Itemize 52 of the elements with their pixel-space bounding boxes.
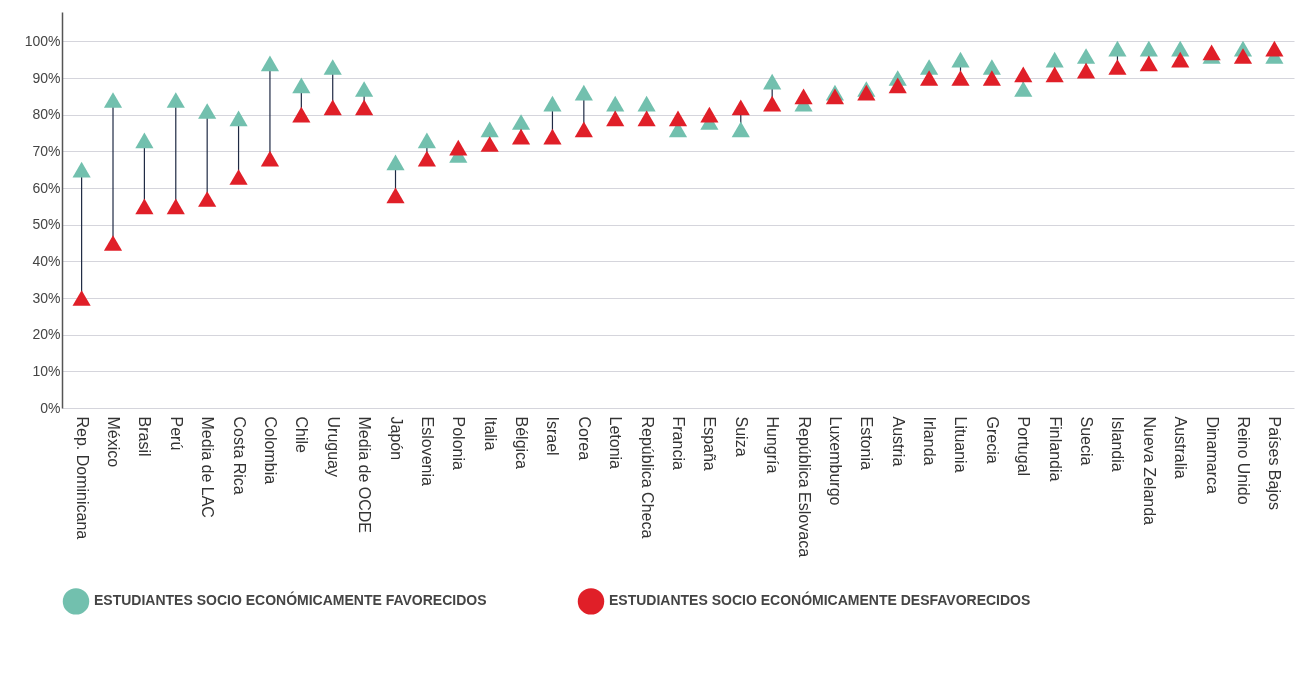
x-tick-label: Bélgica [513, 416, 531, 470]
y-tick-label: 80% [32, 106, 61, 123]
x-tick-label: Irlanda [921, 416, 939, 466]
x-tick-label: Media de LAC [199, 416, 217, 518]
x-tick-label: Rep. Dominicana [73, 416, 91, 540]
x-tick-label: Australia [1172, 416, 1190, 479]
x-tick-label: Letonia [607, 416, 625, 470]
y-tick-label: 70% [32, 142, 61, 159]
y-tick-label: 90% [32, 69, 61, 86]
legend-label: ESTUDIANTES SOCIO ECONÓMICAMENTE DESFAVORECIDOS [609, 591, 1031, 609]
x-tick-label: Chile [293, 416, 311, 454]
x-tick-label: Finlandia [1046, 416, 1064, 482]
x-tick-label: Media de OCDE [356, 416, 374, 533]
y-tick-label: 0% [40, 399, 61, 416]
x-tick-label: Corea [575, 416, 593, 461]
x-tick-label: Portugal [1015, 416, 1033, 477]
x-tick-label: España [701, 416, 719, 471]
y-tick-label: 10% [32, 362, 61, 379]
y-tick-label: 30% [32, 289, 61, 306]
x-tick-label: Costa Rica [230, 416, 248, 495]
x-tick-label: Lituania [952, 416, 970, 473]
x-tick-label: Hungría [764, 416, 782, 474]
x-tick-label: Suecia [1078, 416, 1096, 466]
legend-label: ESTUDIANTES SOCIO ECONÓMICAMENTE FAVORECIDOS [94, 591, 487, 609]
x-tick-label: Brasil [136, 416, 154, 457]
x-tick-label: Suiza [732, 416, 750, 457]
x-tick-label: Perú [167, 416, 185, 451]
x-tick-label: República Eslovaca [795, 416, 813, 558]
x-tick-label: Polonia [450, 416, 468, 470]
x-tick-label: Países Bajos [1266, 416, 1284, 510]
x-tick-label: Estonia [858, 416, 876, 470]
y-tick-label: 60% [32, 179, 61, 196]
x-tick-label: Colombia [261, 416, 279, 485]
x-tick-label: Uruguay [324, 416, 342, 477]
x-tick-label: Japón [387, 416, 405, 461]
x-tick-label: Francia [670, 416, 687, 470]
y-tick-label: 50% [32, 216, 61, 233]
y-tick-label: 20% [32, 326, 61, 343]
x-tick-label: Austria [889, 416, 907, 467]
x-tick-label: Dinamarca [1203, 416, 1221, 494]
y-tick-label: 40% [32, 252, 61, 269]
x-tick-label: Reino Unido [1234, 416, 1252, 505]
x-tick-label: Luxemburgo [826, 416, 844, 506]
x-tick-label: Italia [481, 416, 499, 451]
y-tick-label: 100% [24, 32, 61, 49]
x-tick-label: Israel [544, 416, 562, 456]
x-tick-label: Islandia [1109, 416, 1127, 472]
x-tick-label: México [105, 416, 123, 468]
x-tick-label: República Checa [638, 416, 656, 539]
x-tick-label: Eslovenia [418, 416, 436, 486]
x-tick-label: Nueva Zelanda [1140, 416, 1158, 526]
x-tick-label: Grecia [983, 416, 1001, 464]
